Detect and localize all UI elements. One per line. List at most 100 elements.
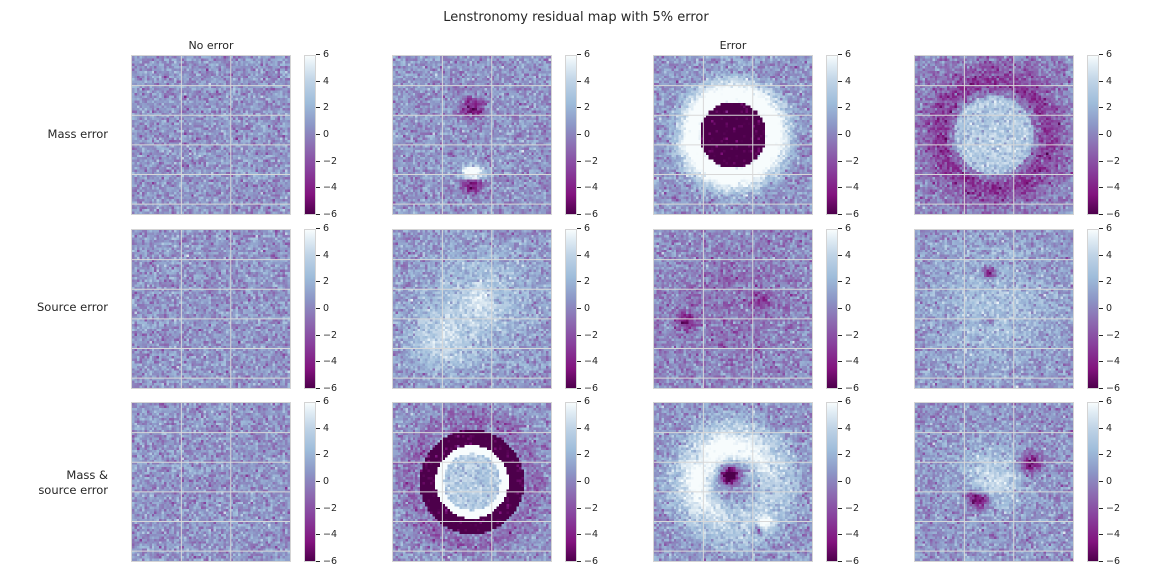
colorbar-tick-label: 4 bbox=[838, 76, 851, 87]
colorbar-tick-label: 6 bbox=[838, 224, 851, 234]
colorbar-tick-label: −2 bbox=[1099, 330, 1120, 341]
colorbar-tick-label: 6 bbox=[1099, 397, 1112, 407]
residual-heatmap bbox=[393, 403, 551, 561]
colorbar-tick-label: 0 bbox=[838, 130, 851, 140]
colorbar-tick-label: 0 bbox=[577, 477, 590, 487]
colorbar-tick-label: −2 bbox=[316, 330, 337, 341]
colorbar-tick-label: 4 bbox=[577, 423, 590, 434]
colorbar-tick-label: 4 bbox=[577, 76, 590, 87]
residual-heatmap bbox=[654, 403, 812, 561]
colorbar-tick-label: −6 bbox=[838, 384, 859, 394]
colorbar-tick-label: −4 bbox=[1099, 357, 1120, 367]
colorbar-tick-label: 0 bbox=[316, 130, 329, 140]
colorbar bbox=[1087, 55, 1099, 215]
colorbar-tick-label: −4 bbox=[838, 530, 859, 540]
colorbar-tick-label: −2 bbox=[316, 156, 337, 167]
colorbar-tick-label: 0 bbox=[316, 477, 329, 487]
colorbar bbox=[1087, 402, 1099, 562]
residual-map-panel bbox=[653, 402, 813, 562]
residual-map-panel bbox=[653, 55, 813, 215]
colorbar bbox=[565, 55, 577, 215]
colorbar-tick-label: −4 bbox=[577, 357, 598, 367]
colorbar-tick-label: 2 bbox=[577, 103, 590, 113]
colorbar-tick-label: 0 bbox=[1099, 130, 1112, 140]
colorbar-tick-label: −6 bbox=[577, 384, 598, 394]
residual-map-panel bbox=[131, 229, 291, 389]
colorbar-tick-label: −4 bbox=[838, 357, 859, 367]
residual-map-panel bbox=[392, 55, 552, 215]
colorbar-tick-label: −6 bbox=[577, 557, 598, 567]
colorbar-tick-label: 4 bbox=[316, 250, 329, 261]
residual-map-panel bbox=[653, 229, 813, 389]
colorbar-tick-label: −4 bbox=[838, 183, 859, 193]
colorbar-tick-label: 4 bbox=[1099, 76, 1112, 87]
colorbar-tick-label: −2 bbox=[577, 330, 598, 341]
colorbar-tick-label: −6 bbox=[838, 210, 859, 220]
colorbar-tick-label: 6 bbox=[316, 224, 329, 234]
colorbar-tick-label: 2 bbox=[1099, 277, 1112, 287]
colorbar-tick-label: −2 bbox=[838, 330, 859, 341]
colorbar-tick-label: 6 bbox=[577, 224, 590, 234]
colorbar-tick-label: 2 bbox=[316, 277, 329, 287]
column-title: No error bbox=[188, 39, 234, 52]
colorbar-tick-label: 2 bbox=[1099, 103, 1112, 113]
colorbar-tick-label: −4 bbox=[1099, 530, 1120, 540]
colorbar-tick-label: 4 bbox=[577, 250, 590, 261]
colorbar bbox=[1087, 229, 1099, 389]
colorbar-tick-label: 0 bbox=[1099, 477, 1112, 487]
residual-map-panel bbox=[392, 229, 552, 389]
colorbar-tick-label: −4 bbox=[316, 530, 337, 540]
residual-heatmap bbox=[393, 230, 551, 388]
colorbar-tick-label: 2 bbox=[838, 450, 851, 460]
colorbar-tick-label: −6 bbox=[577, 210, 598, 220]
residual-heatmap bbox=[915, 56, 1073, 214]
row-label: Source error bbox=[37, 300, 108, 314]
column-title: Error bbox=[719, 39, 747, 52]
colorbar-tick-label: −2 bbox=[577, 503, 598, 514]
colorbar-tick-label: −2 bbox=[838, 503, 859, 514]
colorbar-tick-label: −4 bbox=[577, 183, 598, 193]
colorbar-tick-label: 2 bbox=[316, 103, 329, 113]
residual-heatmap bbox=[132, 56, 290, 214]
colorbar-tick-label: 2 bbox=[838, 277, 851, 287]
residual-map-panel bbox=[392, 402, 552, 562]
colorbar-tick-label: −6 bbox=[316, 210, 337, 220]
colorbar-tick-label: −6 bbox=[1099, 210, 1120, 220]
colorbar-tick-label: 6 bbox=[577, 397, 590, 407]
colorbar-tick-label: −2 bbox=[1099, 156, 1120, 167]
colorbar-tick-label: −2 bbox=[316, 503, 337, 514]
row-label: Mass error bbox=[47, 127, 108, 141]
colorbar bbox=[565, 229, 577, 389]
colorbar-tick-label: 2 bbox=[316, 450, 329, 460]
colorbar-tick-label: −2 bbox=[577, 156, 598, 167]
colorbar bbox=[826, 55, 838, 215]
colorbar-tick-label: −2 bbox=[838, 156, 859, 167]
residual-heatmap bbox=[915, 230, 1073, 388]
residual-map-panel bbox=[914, 402, 1074, 562]
colorbar-tick-label: −4 bbox=[316, 183, 337, 193]
colorbar-tick-label: 4 bbox=[1099, 423, 1112, 434]
colorbar-tick-label: 6 bbox=[1099, 224, 1112, 234]
colorbar-tick-label: −6 bbox=[838, 557, 859, 567]
row-label: Mass & source error bbox=[38, 468, 108, 497]
colorbar-tick-label: 0 bbox=[838, 477, 851, 487]
colorbar-tick-label: 4 bbox=[316, 423, 329, 434]
residual-heatmap bbox=[132, 403, 290, 561]
colorbar-tick-label: 6 bbox=[316, 50, 329, 60]
colorbar-tick-label: −4 bbox=[577, 530, 598, 540]
colorbar-tick-label: −4 bbox=[316, 357, 337, 367]
chart-title: Lenstronomy residual map with 5% error bbox=[443, 10, 709, 25]
colorbar-tick-label: 0 bbox=[838, 304, 851, 314]
colorbar bbox=[826, 402, 838, 562]
residual-heatmap bbox=[654, 56, 812, 214]
residual-heatmap bbox=[915, 403, 1073, 561]
colorbar-tick-label: −6 bbox=[316, 384, 337, 394]
colorbar-tick-label: 6 bbox=[1099, 50, 1112, 60]
colorbar-tick-label: −6 bbox=[316, 557, 337, 567]
colorbar-tick-label: 2 bbox=[577, 450, 590, 460]
colorbar-tick-label: 6 bbox=[577, 50, 590, 60]
residual-map-panel bbox=[914, 55, 1074, 215]
residual-map-panel bbox=[131, 55, 291, 215]
colorbar bbox=[304, 229, 316, 389]
